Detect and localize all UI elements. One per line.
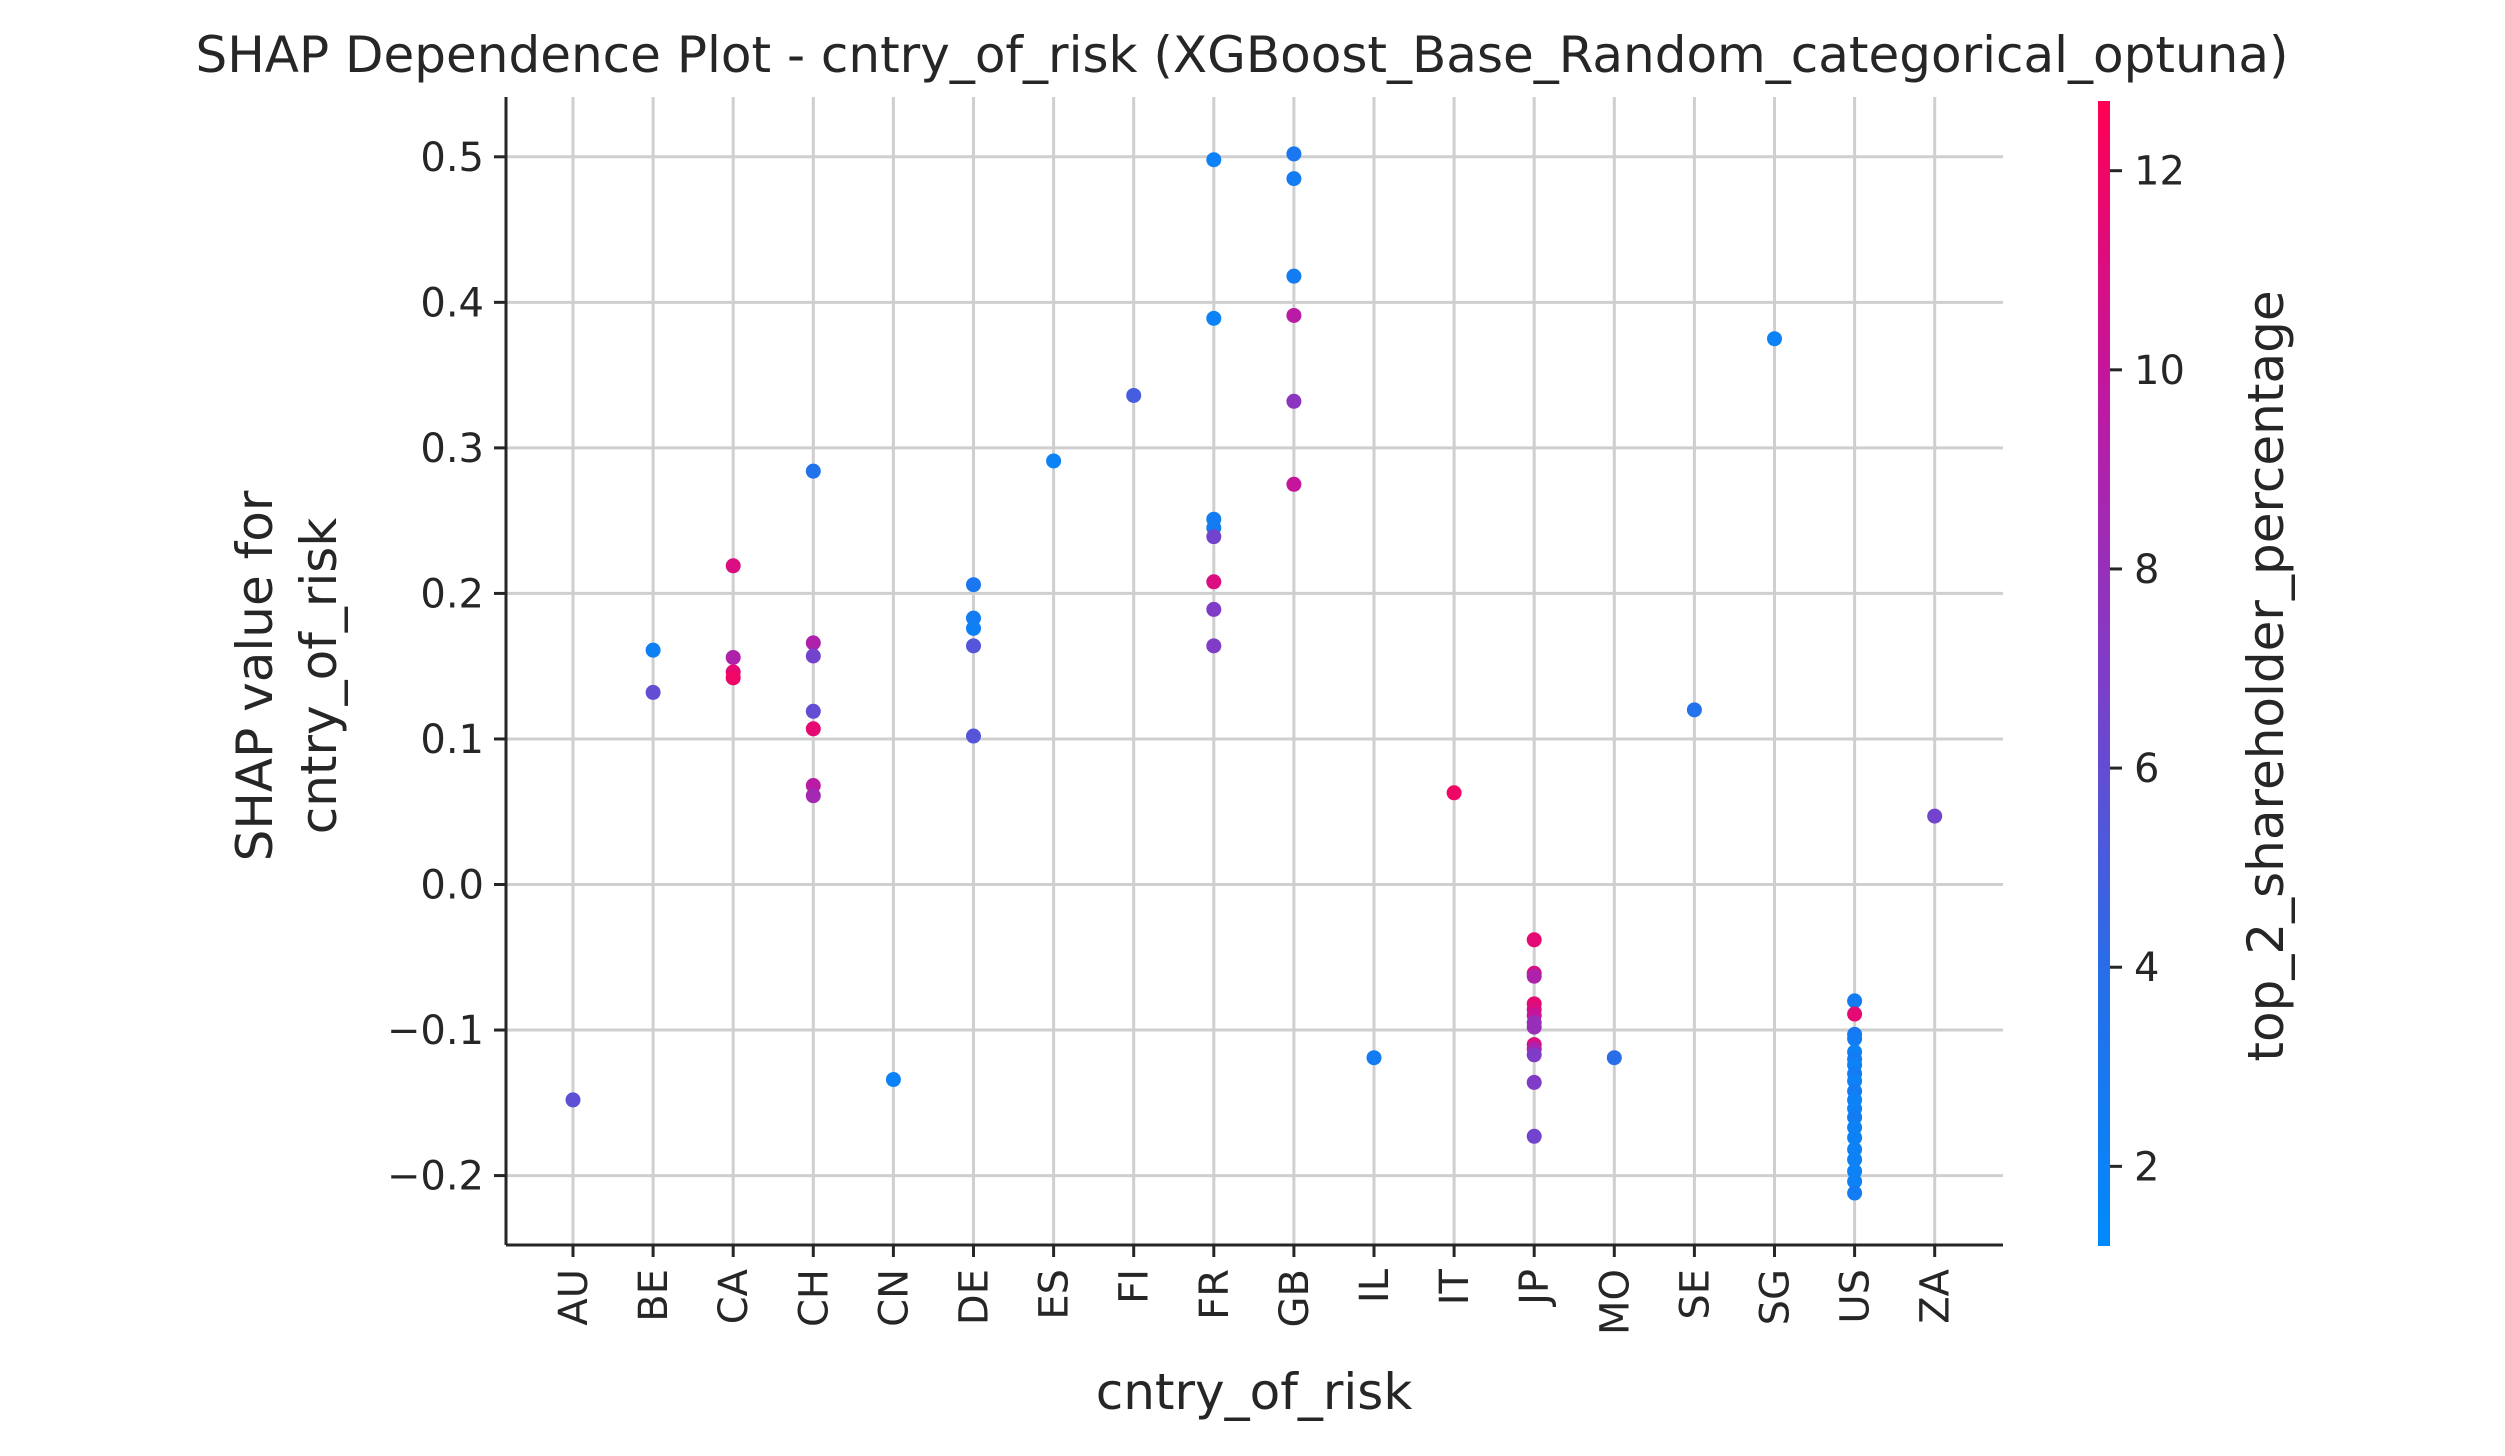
data-point xyxy=(1206,601,1222,617)
y-tick-label: 0.4 xyxy=(420,280,484,326)
data-point xyxy=(725,558,741,574)
y-tick-label: 0.3 xyxy=(420,426,484,472)
axes-layer xyxy=(504,97,2003,1247)
y-ticks: −0.2 −0.1 0.0 0.1 0.2 0.3 0.4 0.5 xyxy=(387,135,506,1200)
data-point xyxy=(805,648,821,664)
data-point xyxy=(1206,638,1222,654)
y-tick-label: 0.0 xyxy=(420,863,484,909)
data-point xyxy=(1526,1019,1542,1035)
data-point xyxy=(966,638,981,654)
data-point xyxy=(966,620,981,636)
colorbar: 2 4 6 8 10 12 top_2_shareholder_percentage xyxy=(2098,101,2295,1246)
x-tick-label: CA xyxy=(711,1268,757,1324)
data-point xyxy=(1526,1074,1542,1090)
x-tick-label: AU xyxy=(551,1269,597,1326)
data-point xyxy=(1206,574,1222,590)
x-tick-label: US xyxy=(1833,1269,1879,1324)
data-point xyxy=(1446,785,1462,801)
data-point xyxy=(1286,268,1302,284)
data-point xyxy=(1126,387,1142,403)
colorbar-tick-label: 2 xyxy=(2134,1144,2159,1190)
x-tick-label: JP xyxy=(1512,1269,1558,1308)
x-tick-label: CH xyxy=(791,1269,837,1327)
data-point xyxy=(1767,331,1782,347)
x-tick-label: SG xyxy=(1753,1269,1799,1325)
colorbar-tick-label: 10 xyxy=(2134,348,2185,394)
x-axis-label: cntry_of_risk xyxy=(1096,1363,1413,1421)
data-point xyxy=(1526,1047,1542,1063)
data-point xyxy=(1526,1128,1542,1144)
data-point xyxy=(1286,171,1302,187)
x-tick-label: IT xyxy=(1432,1268,1478,1305)
data-point xyxy=(645,642,661,658)
data-point xyxy=(1286,307,1302,323)
colorbar-ticks: 2 4 6 8 10 12 xyxy=(2110,149,2185,1190)
x-ticks: AU BE CA CH CN DE ES FI FR GB IL IT JP MO SE SG US ZA xyxy=(551,1245,1959,1335)
data-points xyxy=(565,146,1943,1201)
data-point xyxy=(565,1092,581,1108)
y-tick-label: 0.5 xyxy=(420,135,484,181)
data-point xyxy=(1847,1130,1863,1146)
data-point xyxy=(1286,146,1302,162)
colorbar-label: top_2_shareholder_percentage xyxy=(2237,290,2295,1061)
data-point xyxy=(1206,152,1222,168)
x-tick-label: ES xyxy=(1032,1269,1078,1320)
data-point xyxy=(805,635,821,651)
y-axis-label-line-2: cntry_of_risk xyxy=(290,518,348,835)
x-tick-label: CN xyxy=(871,1269,917,1327)
colorbar-tick-label: 4 xyxy=(2134,945,2159,991)
data-point xyxy=(1686,702,1702,718)
data-point xyxy=(1046,453,1062,469)
data-point xyxy=(1847,1152,1863,1168)
colorbar-tick-label: 8 xyxy=(2134,547,2159,593)
colorbar-gradient xyxy=(2098,101,2110,1246)
data-point xyxy=(966,577,981,593)
x-tick-label: ZA xyxy=(1913,1268,1959,1323)
data-point xyxy=(725,670,741,686)
data-point xyxy=(725,649,741,665)
data-point xyxy=(805,788,821,804)
x-tick-label: FR xyxy=(1192,1269,1238,1320)
data-point xyxy=(1847,1006,1863,1022)
data-point xyxy=(1206,529,1222,545)
data-point xyxy=(1847,993,1863,1009)
y-tick-label: 0.1 xyxy=(420,717,484,763)
data-point xyxy=(1847,1031,1863,1047)
chart-title: SHAP Dependence Plot - cntry_of_risk (XG… xyxy=(195,26,2288,84)
data-point xyxy=(645,684,661,700)
x-tick-label: IL xyxy=(1352,1268,1398,1303)
data-point xyxy=(1927,808,1943,824)
x-tick-label: GB xyxy=(1272,1269,1318,1327)
y-axis-label-line-1: SHAP value for xyxy=(226,490,284,861)
data-point xyxy=(1847,1185,1863,1201)
data-point xyxy=(1366,1050,1382,1066)
data-point xyxy=(805,463,821,479)
data-point xyxy=(805,721,821,737)
data-point xyxy=(1847,1173,1863,1189)
data-point xyxy=(1606,1050,1622,1066)
data-point xyxy=(1286,476,1302,492)
data-point xyxy=(1286,393,1302,409)
data-point xyxy=(1526,932,1542,948)
x-tick-label: MO xyxy=(1592,1269,1638,1335)
data-point xyxy=(885,1072,901,1088)
data-point xyxy=(1206,310,1222,326)
x-tick-label: DE xyxy=(952,1269,998,1325)
x-tick-label: BE xyxy=(631,1269,677,1322)
data-point xyxy=(1526,968,1542,984)
colorbar-tick-label: 12 xyxy=(2134,149,2185,195)
y-tick-label: 0.2 xyxy=(420,571,484,617)
y-tick-label: −0.2 xyxy=(387,1154,484,1200)
y-tick-label: −0.1 xyxy=(387,1008,484,1054)
data-point xyxy=(805,703,821,719)
data-point xyxy=(966,728,981,744)
colorbar-tick-label: 6 xyxy=(2134,746,2159,792)
x-tick-label: SE xyxy=(1672,1269,1718,1320)
x-tick-label: FI xyxy=(1112,1269,1158,1304)
